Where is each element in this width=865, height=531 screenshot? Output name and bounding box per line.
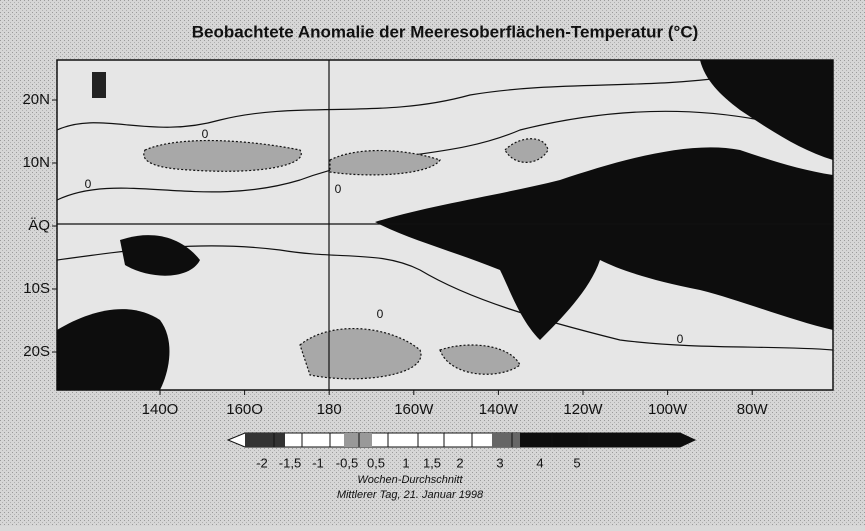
colorbar-swatch (520, 433, 695, 447)
colorbar-label: -0,5 (336, 455, 358, 470)
title: Beobachtete Anomalie der Meeresoberfläch… (192, 22, 699, 41)
lat-label: 10N (22, 154, 50, 171)
colorbar-label: 4 (536, 455, 543, 470)
colorbar-label: -2 (256, 455, 268, 470)
contour-label: 0 (335, 182, 342, 196)
colorbar-label: 1 (402, 455, 409, 470)
lon-label: 100W (648, 401, 688, 418)
colorbar-label: 0,5 (367, 455, 385, 470)
land (57, 309, 169, 390)
colorbar-label: 3 (496, 455, 503, 470)
lat-label: 20N (22, 91, 50, 108)
lon-label: 120W (563, 401, 603, 418)
lon-label: 140W (479, 401, 519, 418)
contour-label: 0 (377, 307, 384, 321)
colorbar-label: 2 (456, 455, 463, 470)
lat-label: 20S (23, 343, 50, 360)
contour-label: 0 (202, 127, 209, 141)
lat-label: ÄQ (28, 217, 50, 234)
colorbar-label: -1 (312, 455, 324, 470)
colorbar-swatch (492, 433, 520, 447)
lon-label: 140O (142, 401, 179, 418)
contour-label: 0 (85, 177, 92, 191)
lon-label: 160O (226, 401, 263, 418)
map (57, 60, 833, 390)
lon-label: 160W (394, 401, 434, 418)
colorbar-swatch (245, 433, 285, 447)
caption: Mittlerer Tag, 21. Januar 1998 (337, 489, 484, 501)
land (92, 72, 106, 98)
contour-label: 0 (677, 332, 684, 346)
lat-label: 10S (23, 280, 50, 297)
colorbar-label: -1,5 (279, 455, 301, 470)
page: Beobachtete Anomalie der Meeresoberfläch… (0, 0, 865, 526)
colorbar-swatch (344, 433, 372, 447)
colorbar-label: 5 (573, 455, 580, 470)
colorbar-label: 1,5 (423, 455, 441, 470)
lon-label: 80W (737, 401, 769, 418)
caption: Wochen-Durchschnitt (357, 474, 463, 486)
lon-label: 180 (317, 401, 342, 418)
colorbar (228, 433, 695, 447)
